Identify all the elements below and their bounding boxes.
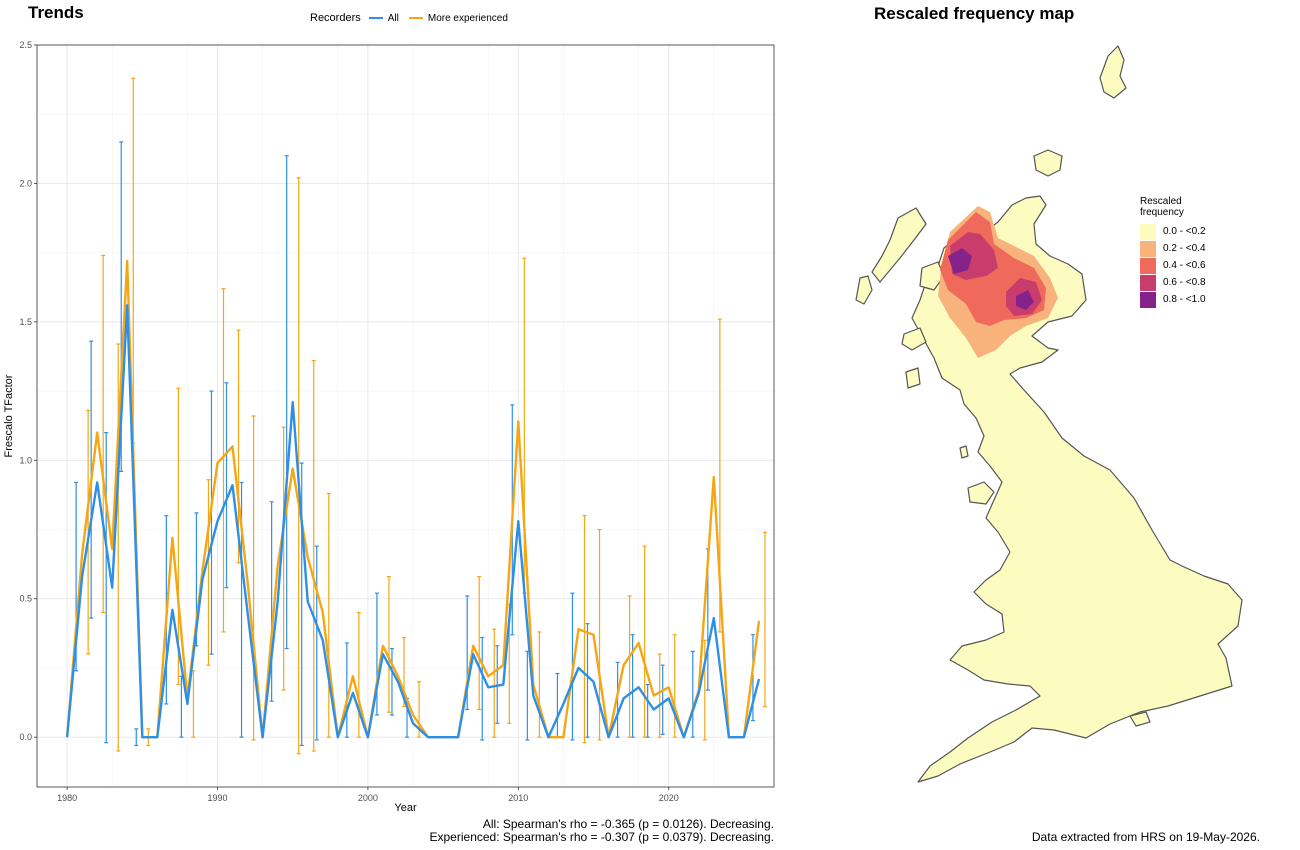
map-legend-swatch-4	[1140, 291, 1156, 308]
series-line-experienced	[65, 259, 761, 739]
y-tick-label: 0.0	[19, 732, 32, 742]
trend-statistics: All: Spearman's rho = -0.365 (p = 0.0126…	[430, 818, 775, 844]
map-legend-item-4: 0.8 - <1.0	[1140, 291, 1210, 308]
zone-0-8-1-0-east	[1016, 290, 1034, 310]
map-legend-swatch-3	[1140, 274, 1156, 291]
caption-experienced: Experienced: Spearman's rho = -0.307 (p …	[429, 830, 775, 844]
map-legend-item-0: 0.0 - <0.2	[1140, 223, 1210, 240]
map-legend-label-3: 0.6 - <0.8	[1163, 277, 1206, 288]
y-tick-label: 1.0	[19, 455, 32, 465]
legend-title: Recorders	[310, 12, 361, 24]
legend-swatch-all	[368, 17, 383, 19]
lewis	[871, 207, 927, 283]
map-legend: Rescaled frequency 0.0 - <0.2 0.2 - <0.4…	[1140, 196, 1210, 308]
map-legend-item-1: 0.2 - <0.4	[1140, 240, 1210, 257]
map-legend-swatch-0	[1140, 223, 1156, 240]
y-tick-label: 1.5	[19, 317, 32, 327]
map-legend-item-2: 0.4 - <0.6	[1140, 257, 1210, 274]
legend-item-experienced: More experienced	[408, 12, 508, 24]
y-tick-label: 0.5	[19, 594, 32, 604]
series-line-all	[65, 304, 761, 739]
x-tick-label: 2010	[508, 793, 528, 803]
recorders-legend: Recorders All More experienced	[310, 12, 518, 24]
y-tick-label: 2.5	[19, 40, 32, 50]
map-legend-label-0: 0.0 - <0.2	[1163, 226, 1206, 237]
y-axis-label: Frescalo TFactor	[3, 374, 15, 457]
y-tick-label: 2.0	[19, 178, 32, 188]
trends-title: Trends	[28, 3, 84, 22]
data-source-note: Data extracted from HRS on 19-May-2026.	[1031, 830, 1260, 844]
map-legend-swatch-2	[1140, 257, 1156, 274]
uist	[855, 275, 873, 305]
x-tick-label: 2020	[659, 793, 679, 803]
anglesey	[967, 481, 995, 505]
map-title: Rescaled frequency map	[874, 4, 1075, 23]
mull	[901, 327, 927, 351]
map-legend-title: Rescaled frequency	[1140, 196, 1184, 218]
map-legend-swatch-1	[1140, 240, 1156, 257]
frequency-zones	[938, 206, 1058, 358]
legend-swatch-experienced	[408, 17, 423, 19]
map-legend-label-4: 0.8 - <1.0	[1163, 294, 1206, 305]
isle-of-wight	[1129, 711, 1151, 727]
orkney	[1033, 149, 1063, 177]
islay	[905, 367, 921, 389]
x-tick-label: 2000	[358, 793, 378, 803]
map-base	[855, 45, 1243, 783]
x-tick-label: 1990	[207, 793, 227, 803]
legend-label-experienced: More experienced	[427, 12, 508, 24]
map-legend-label-1: 0.2 - <0.4	[1163, 243, 1206, 254]
plot-panel-border	[36, 44, 775, 788]
map-legend-label-2: 0.4 - <0.6	[1163, 260, 1206, 271]
skye	[919, 261, 945, 291]
legend-item-all: All	[368, 12, 399, 24]
x-axis-label: Year	[394, 802, 417, 814]
x-tick-label: 1980	[57, 793, 77, 803]
zone-0-8-1-0	[948, 248, 972, 274]
caption-all: All: Spearman's rho = -0.365 (p = 0.0126…	[482, 817, 774, 831]
shetland	[1099, 45, 1127, 99]
isle-of-man	[959, 445, 969, 459]
map-legend-item-3: 0.6 - <0.8	[1140, 274, 1210, 291]
legend-label-all: All	[387, 12, 399, 24]
